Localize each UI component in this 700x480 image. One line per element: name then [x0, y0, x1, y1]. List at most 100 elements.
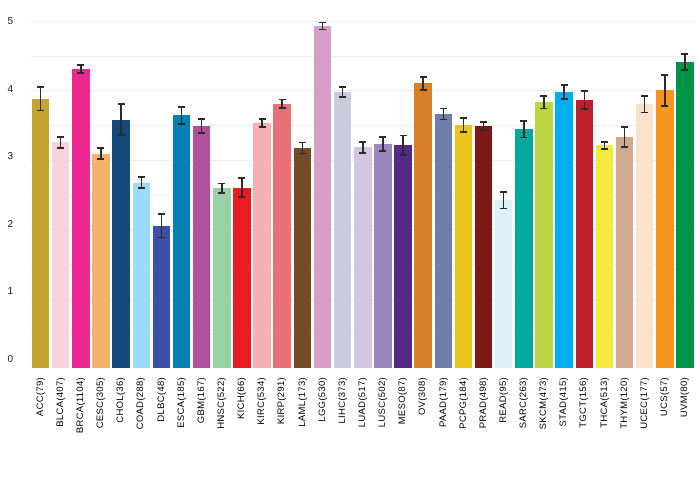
- x-axis-label: ACC(79): [31, 377, 51, 477]
- x-axis-label: TGCT(156): [574, 377, 594, 477]
- error-bar-cap: [359, 152, 367, 154]
- error-bar: [180, 107, 183, 124]
- error-bar-cap: [117, 103, 125, 106]
- error-bar-cap: [439, 118, 447, 121]
- error-bar-cap: [621, 145, 629, 148]
- bar: [515, 129, 533, 368]
- bar: [192, 125, 211, 368]
- x-axis-label: KIRC(534): [252, 377, 272, 477]
- x-axis-label: BRCA(1104): [71, 377, 91, 477]
- x-axis-label: PRAD(498): [474, 377, 494, 477]
- x-axis-label-text: TGCT(156): [578, 377, 590, 428]
- x-axis-label-text: LUSC(502): [377, 377, 389, 428]
- bar: [333, 91, 352, 368]
- error-bar-cap: [580, 108, 588, 111]
- bar: [474, 125, 493, 368]
- error-bar-cap: [218, 192, 226, 194]
- error-bar-cap: [178, 122, 186, 125]
- error-bar-cap: [600, 147, 608, 150]
- error-bar: [200, 118, 203, 133]
- x-axis-label-text: STAD(415): [558, 377, 570, 427]
- x-axis-label: STAD(415): [554, 377, 574, 477]
- bar: [92, 153, 110, 368]
- error-bar-cap: [77, 63, 85, 66]
- bar: [374, 143, 392, 368]
- x-axis-label-text: ACC(79): [34, 377, 46, 417]
- error-bar-cap: [661, 74, 669, 77]
- x-axis-label-text: UVM(80): [679, 377, 691, 418]
- bar: [313, 25, 332, 368]
- error-bar-cap: [198, 131, 206, 134]
- x-axis-label-text: THYM(120): [618, 377, 630, 429]
- bar: [595, 145, 614, 368]
- x-axis-label: OV(308): [413, 377, 433, 477]
- error-bar: [482, 121, 485, 130]
- error-bar-cap: [178, 106, 186, 108]
- x-axis-label-text: CHOL(36): [115, 377, 127, 423]
- error-bar-cap: [97, 147, 105, 149]
- bar: [253, 123, 271, 368]
- error-bar-cap: [480, 129, 488, 131]
- error-bar-cap: [600, 140, 608, 143]
- x-axis-label-text: CESC(305): [95, 377, 107, 429]
- error-bar-cap: [359, 140, 367, 143]
- error-bar-cap: [77, 72, 85, 74]
- x-axis-label-text: READ(95): [497, 377, 509, 423]
- error-bar-cap: [278, 98, 286, 101]
- error-bar: [160, 213, 163, 238]
- error-bar-cap: [238, 196, 246, 199]
- x-axis-label-text: BLCA(407): [54, 377, 66, 427]
- x-axis-label-text: SKCM(473): [538, 377, 550, 430]
- x-axis-label: SARC(263): [514, 377, 534, 477]
- x-axis-label: UVM(80): [675, 377, 695, 477]
- error-bar: [442, 108, 445, 120]
- x-axis-label: CHOL(36): [111, 377, 131, 477]
- error-bar: [341, 86, 344, 97]
- error-bar-cap: [37, 86, 45, 88]
- error-bar: [523, 120, 525, 138]
- bar: [454, 125, 473, 368]
- x-axis-label-text: PAAD(179): [437, 377, 449, 428]
- bar: [152, 225, 171, 368]
- x-axis-label: BLCA(407): [51, 377, 71, 477]
- error-bar: [140, 177, 142, 189]
- x-axis-label: THCA(513): [594, 377, 614, 477]
- bar: [31, 98, 50, 368]
- error-bar-cap: [459, 117, 467, 120]
- y-axis-tick-label: 0: [7, 353, 13, 365]
- x-axis-label: UCS(57): [655, 377, 675, 477]
- x-axis-label: KICH(66): [232, 377, 252, 477]
- x-axis-label-text: KICH(66): [236, 377, 248, 419]
- gridline: [30, 55, 695, 57]
- bar: [635, 104, 654, 368]
- bar: [414, 83, 432, 368]
- error-bar: [664, 75, 666, 106]
- error-bar-cap: [137, 187, 145, 190]
- x-axis-label-text: SARC(263): [518, 377, 530, 429]
- x-axis-label: COAD(288): [131, 377, 151, 477]
- error-bar: [39, 86, 42, 111]
- error-bar-cap: [540, 95, 548, 97]
- error-bar-cap: [661, 104, 669, 107]
- x-axis-label: LIHC(373): [333, 377, 353, 477]
- error-bar: [321, 22, 324, 30]
- error-bar: [100, 148, 102, 160]
- error-bar-cap: [560, 97, 568, 100]
- x-axis-label-text: DLBC(48): [155, 377, 167, 422]
- error-bar: [80, 64, 82, 74]
- x-axis-label-text: KIRP(291): [276, 377, 288, 425]
- gridline: [30, 90, 695, 92]
- error-bar: [382, 136, 384, 151]
- error-bar: [643, 95, 646, 113]
- error-bar: [120, 104, 122, 135]
- error-bar-cap: [641, 95, 649, 97]
- error-bar: [502, 191, 505, 209]
- error-bar-cap: [57, 147, 65, 149]
- bar: [676, 61, 694, 368]
- x-axis-label: UCEC(177): [635, 377, 655, 477]
- error-bar-cap: [379, 149, 387, 152]
- bar: [213, 188, 231, 368]
- x-axis-label-text: COAD(288): [135, 377, 147, 430]
- error-bar-cap: [580, 90, 588, 92]
- error-bar: [684, 53, 686, 71]
